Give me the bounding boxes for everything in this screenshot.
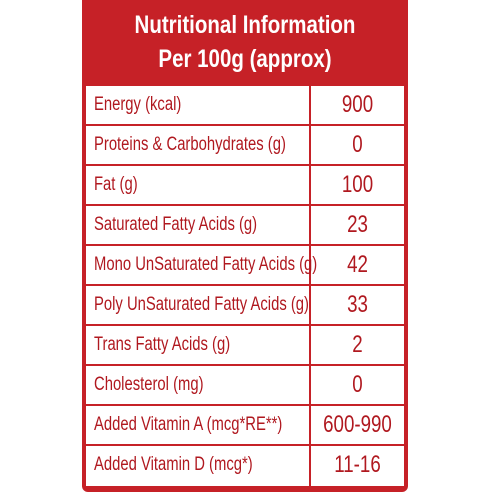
column-divider <box>309 86 311 486</box>
nutrient-label: Proteins & Carbohydrates (g) <box>94 134 286 155</box>
nutrient-label: Added Vitamin D (mcg*) <box>94 454 253 475</box>
table-row: Mono UnSaturated Fatty Acids (g) 42 <box>86 246 404 286</box>
nutrient-label: Mono UnSaturated Fatty Acids (g) <box>94 254 318 275</box>
nutrient-value: 0 <box>352 371 363 398</box>
table-row: Added Vitamin D (mcg*) 11-16 <box>86 446 404 486</box>
table-row: Proteins & Carbohydrates (g) 0 <box>86 126 404 166</box>
nutrient-label: Poly UnSaturated Fatty Acids (g) <box>94 294 309 315</box>
nutrient-label: Trans Fatty Acids (g) <box>94 334 231 355</box>
nutrition-header: Nutritional Information Per 100g (approx… <box>82 0 408 84</box>
nutrient-label: Energy (kcal) <box>94 94 182 115</box>
table-row: Energy (kcal) 900 <box>86 86 404 126</box>
table-row: Added Vitamin A (mcg*RE**) 600-990 <box>86 406 404 446</box>
nutrient-label: Saturated Fatty Acids (g) <box>94 214 258 235</box>
table-row: Saturated Fatty Acids (g) 23 <box>86 206 404 246</box>
nutrition-subtitle: Per 100g (approx) <box>158 45 332 73</box>
nutrient-value: 11-16 <box>334 451 381 478</box>
nutrition-label-panel: Nutritional Information Per 100g (approx… <box>82 0 408 492</box>
nutrient-value: 0 <box>352 131 363 158</box>
nutrient-value: 2 <box>352 331 363 358</box>
nutrient-value: 23 <box>347 211 368 238</box>
nutrient-value: 33 <box>347 291 368 318</box>
nutrient-label: Fat (g) <box>94 174 138 195</box>
nutrient-value: 900 <box>341 91 374 118</box>
nutrition-title: Nutritional Information <box>134 11 356 39</box>
table-row: Fat (g) 100 <box>86 166 404 206</box>
table-row: Poly UnSaturated Fatty Acids (g) 33 <box>86 286 404 326</box>
nutrient-value: 100 <box>341 171 374 198</box>
table-row: Trans Fatty Acids (g) 2 <box>86 326 404 366</box>
nutrient-label: Cholesterol (mg) <box>94 374 204 395</box>
table-row: Cholesterol (mg) 0 <box>86 366 404 406</box>
nutrient-value: 600-990 <box>323 411 392 438</box>
nutrient-value: 42 <box>347 251 368 278</box>
nutrient-label: Added Vitamin A (mcg*RE**) <box>94 414 283 435</box>
nutrition-table: Energy (kcal) 900 Proteins & Carbohydrat… <box>86 86 404 486</box>
